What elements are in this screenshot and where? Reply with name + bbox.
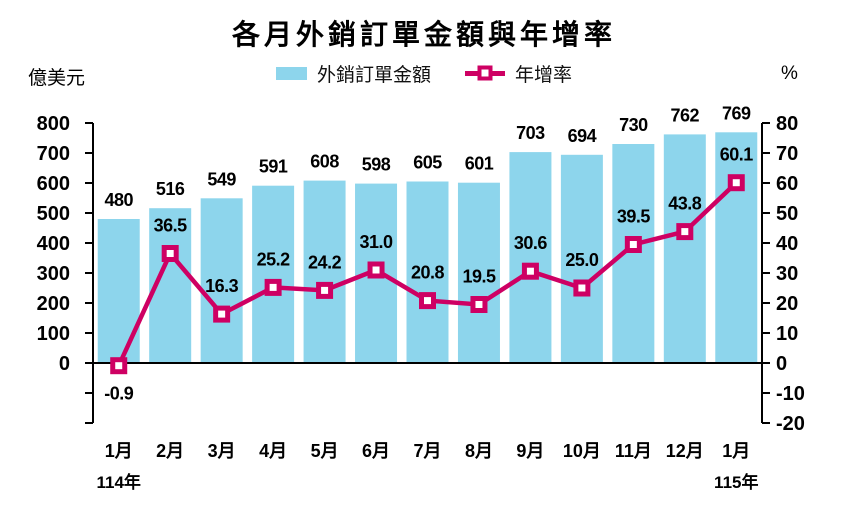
bar-value-label: 598 <box>362 155 391 175</box>
bar-4 <box>303 180 346 363</box>
bar-7 <box>457 182 500 363</box>
line-marker-4 <box>316 281 334 299</box>
x-tick-label-3: 4月 <box>259 441 287 461</box>
bar-6 <box>406 181 449 363</box>
line-value-label: 31.0 <box>360 232 394 252</box>
line-value-label: 43.8 <box>668 194 702 214</box>
right-axis-tick-label: 30 <box>776 263 798 285</box>
line-value-label: 24.2 <box>308 252 342 272</box>
right-axis-tick-label: 40 <box>776 233 798 255</box>
x-tick-label-1: 2月 <box>156 441 184 461</box>
bar-value-label: 601 <box>465 154 494 174</box>
line-marker-12 <box>727 174 745 192</box>
right-axis-tick-label: 70 <box>776 143 798 165</box>
left-axis-tick-label: 100 <box>37 323 70 345</box>
bar-value-label: 480 <box>104 190 133 210</box>
right-axis-tick-label: 80 <box>776 113 798 135</box>
line-value-label: 30.6 <box>514 233 548 253</box>
bar-value-label: 703 <box>516 123 545 143</box>
left-axis-tick-label: 700 <box>37 143 70 165</box>
line-value-label: 25.2 <box>257 249 291 269</box>
right-axis-tick-label: 20 <box>776 293 798 315</box>
bar-value-label: 605 <box>413 153 442 173</box>
left-axis-tick-label: 600 <box>37 173 70 195</box>
bar-8 <box>509 152 552 363</box>
right-axis-tick-label: 0 <box>776 353 787 375</box>
bar-value-label: 516 <box>156 179 185 199</box>
line-value-label: 20.8 <box>411 263 445 283</box>
line-marker-1 <box>161 245 179 262</box>
x-tick-label-4: 5月 <box>311 441 339 461</box>
x-tick-label-8: 9月 <box>516 441 544 461</box>
line-marker-6 <box>419 292 436 310</box>
left-axis-tick-label: 300 <box>37 263 70 285</box>
left-axis-unit-label: 億美元 <box>28 68 86 89</box>
x-tick-label-7: 8月 <box>465 441 493 461</box>
right-axis-tick-label: -10 <box>776 383 805 405</box>
bar-2 <box>200 198 243 363</box>
line-marker-8 <box>521 262 539 280</box>
line-value-label: 19.5 <box>462 267 496 287</box>
x-tick-label-11: 12月 <box>666 441 704 461</box>
line-value-label: 60.1 <box>720 145 754 165</box>
line-marker-5 <box>367 261 385 279</box>
bar-9 <box>560 154 603 363</box>
bar-value-label: 608 <box>310 152 339 172</box>
bar-0 <box>97 219 140 363</box>
legend-bar-swatch <box>275 66 307 80</box>
line-value-label: 25.0 <box>565 250 599 270</box>
x-tick-label-0: 1月 <box>105 441 133 461</box>
line-marker-7 <box>470 296 488 313</box>
line-marker-11 <box>676 223 694 241</box>
x-tick-label-6: 7月 <box>413 441 441 461</box>
line-value-label: 39.5 <box>617 207 651 227</box>
bar-value-label: 762 <box>671 105 700 125</box>
legend-line-sample <box>465 65 505 81</box>
legend-line-marker-icon <box>477 65 493 81</box>
x-tick-label-9: 10月 <box>563 441 601 461</box>
chart-title: 各月外銷訂單金額與年增率 <box>231 18 616 51</box>
line-value-label: 16.3 <box>205 276 239 296</box>
line-marker-9 <box>573 279 591 297</box>
right-axis-tick-label: 60 <box>776 173 798 195</box>
legend: 外銷訂單金額 年增率 <box>0 62 848 86</box>
x-tick-label-12: 1月 <box>722 441 750 461</box>
bar-value-label: 694 <box>568 126 597 146</box>
bar-value-label: 549 <box>207 169 236 189</box>
legend-line-label: 年增率 <box>515 64 573 86</box>
line-value-label: 36.5 <box>154 216 188 236</box>
bar-value-label: 591 <box>259 157 288 177</box>
x-tick-label-10: 11月 <box>615 441 652 461</box>
bar-value-label: 769 <box>722 103 751 123</box>
bar-11 <box>663 134 706 363</box>
line-marker-3 <box>264 278 282 296</box>
bar-3 <box>252 185 295 363</box>
x-tick-label-2: 3月 <box>208 441 236 461</box>
left-axis-tick-label: 0 <box>59 353 70 375</box>
line-marker-2 <box>213 305 231 323</box>
year-label: 114年 <box>97 472 141 492</box>
line-value-label: -0.9 <box>104 384 134 404</box>
left-axis-tick-label: 800 <box>37 113 70 135</box>
bar-value-label: 730 <box>619 115 648 135</box>
line-marker-0 <box>110 357 128 375</box>
right-axis-tick-label: -20 <box>776 413 805 435</box>
year-label: 115年 <box>714 472 758 492</box>
bar-12 <box>715 132 758 363</box>
line-marker-10 <box>624 236 642 253</box>
x-tick-label-5: 6月 <box>362 441 390 461</box>
left-axis-tick-label: 500 <box>37 203 70 225</box>
bar-10 <box>612 144 655 363</box>
left-axis-tick-label: 400 <box>37 233 70 255</box>
right-axis-tick-label: 10 <box>776 323 798 345</box>
right-axis-tick-label: 50 <box>776 203 798 225</box>
left-axis-tick-label: 200 <box>37 293 70 315</box>
legend-bar-label: 外銷訂單金額 <box>316 64 431 86</box>
right-axis-unit-label: % <box>781 63 798 84</box>
